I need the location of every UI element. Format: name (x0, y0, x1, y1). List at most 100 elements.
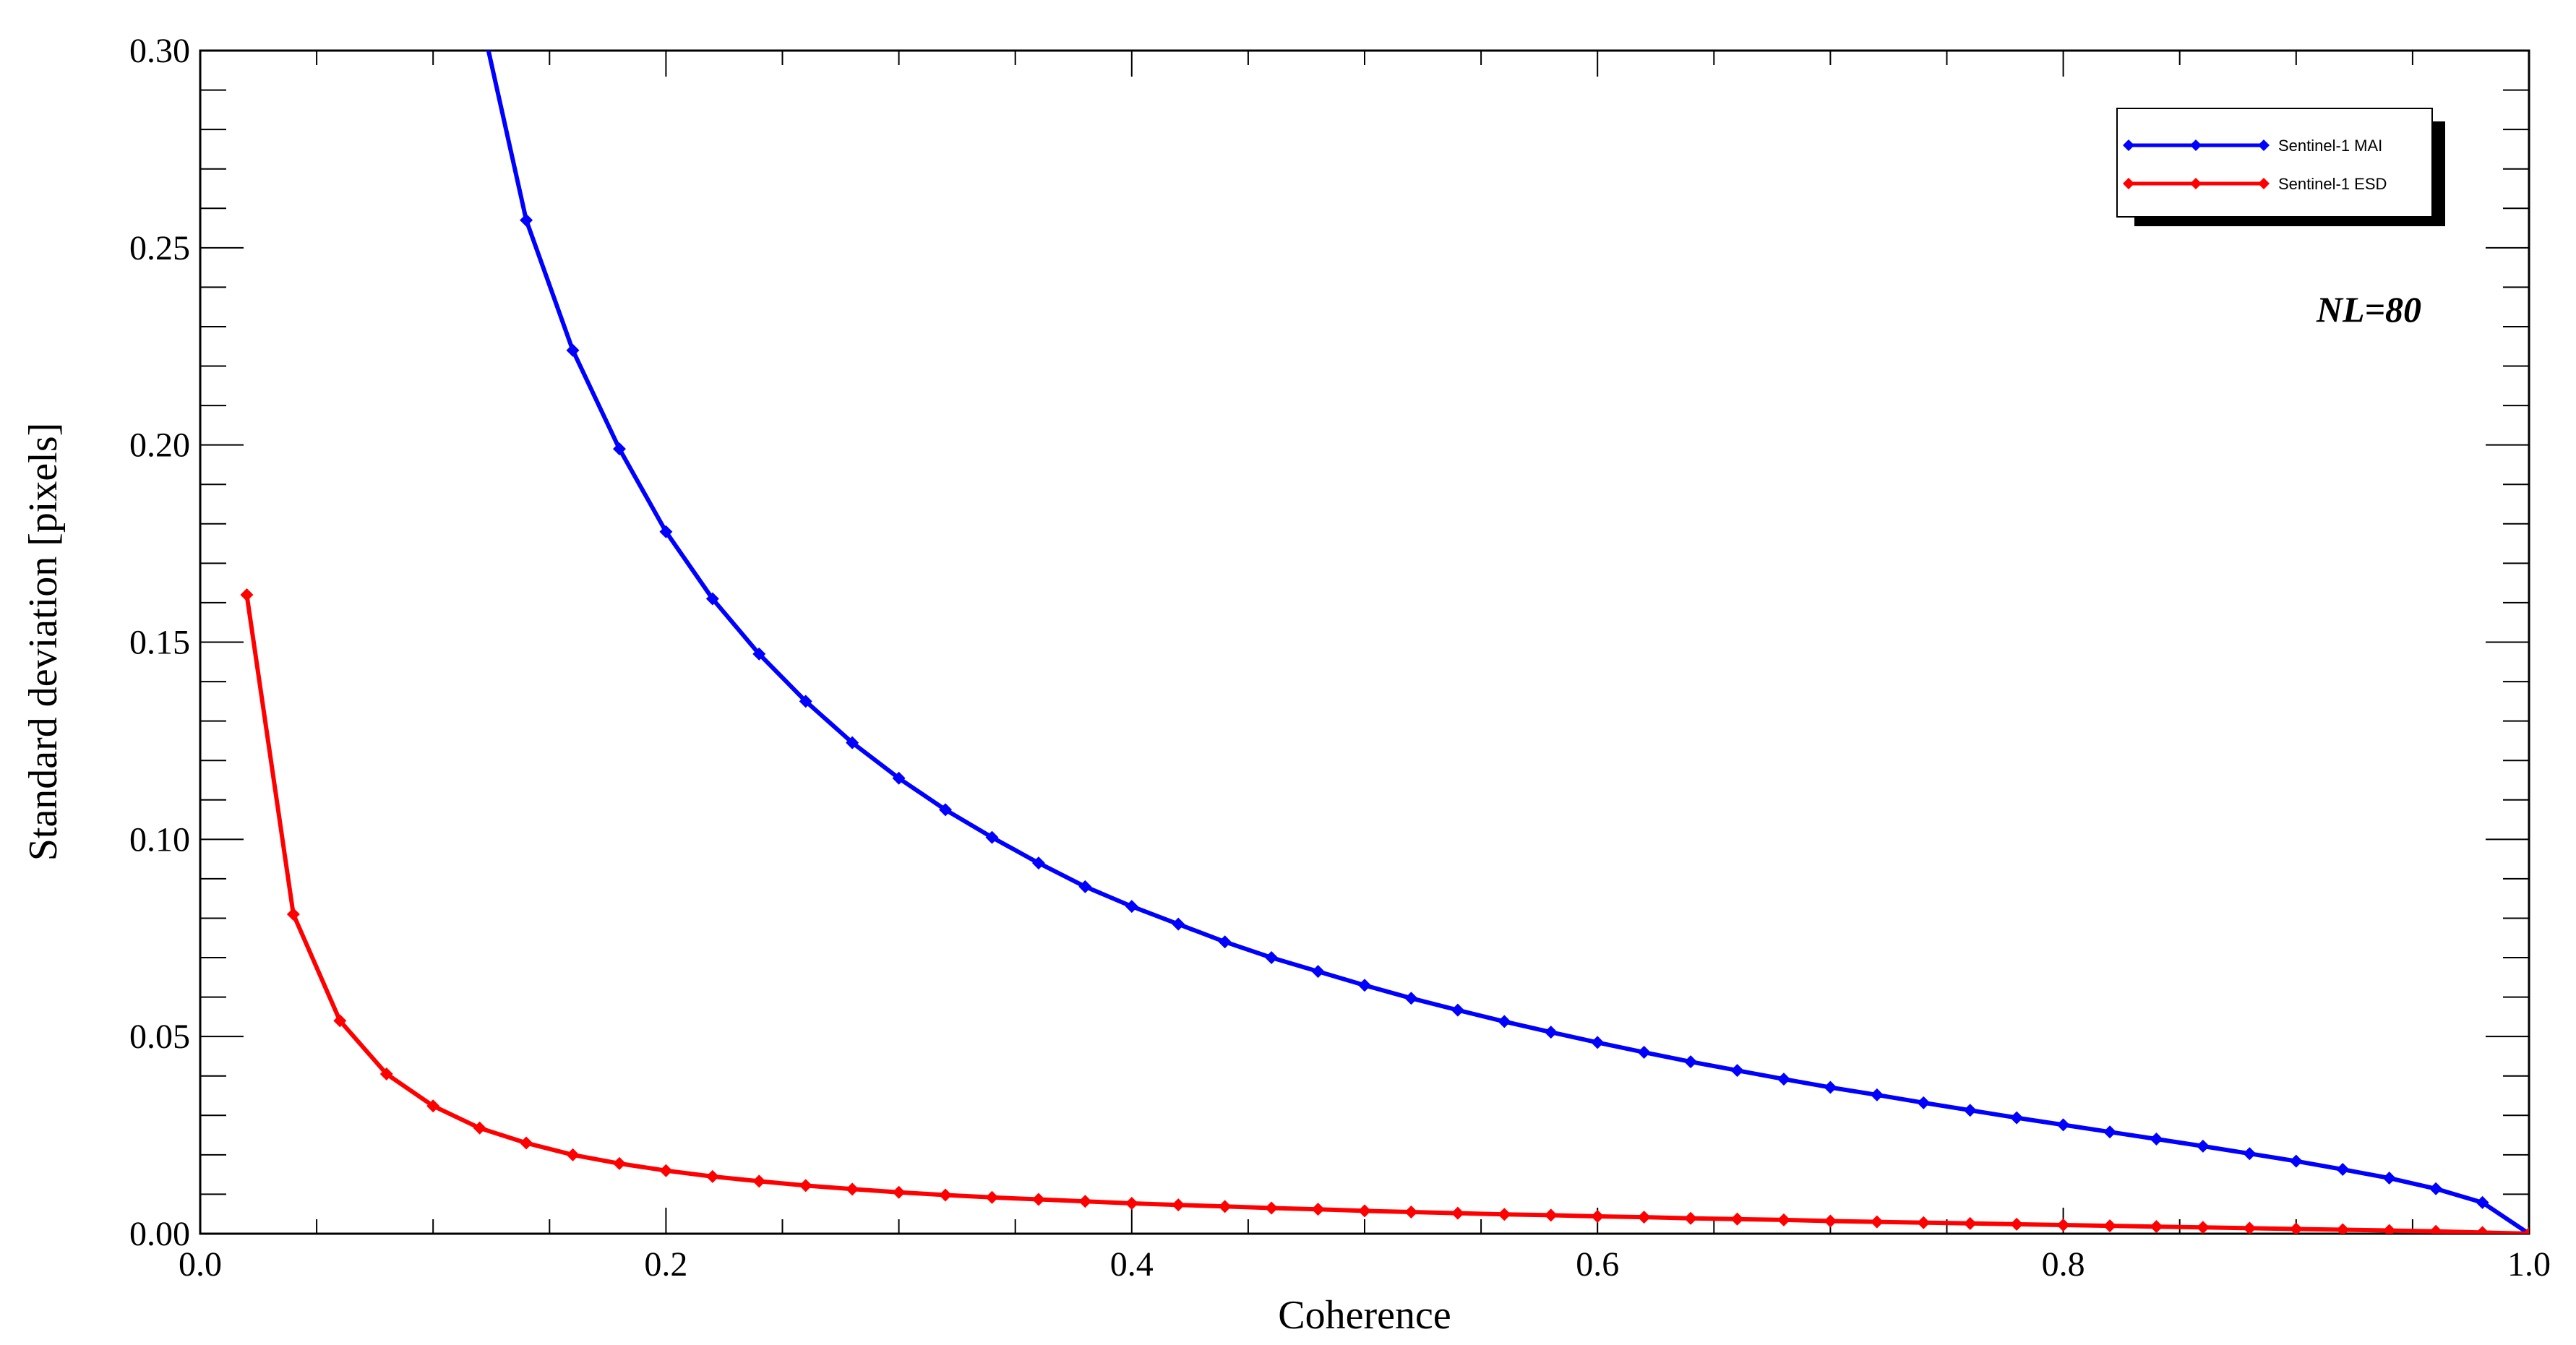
legend-marker (2123, 139, 2134, 151)
data-point (705, 592, 719, 606)
data-point (1078, 1195, 1092, 1208)
data-point (2289, 1154, 2303, 1168)
data-point (333, 1014, 347, 1028)
data-point (799, 1179, 812, 1193)
data-point (1358, 1204, 1371, 1218)
data-point (1637, 1211, 1651, 1224)
data-point (1404, 992, 1418, 1005)
data-point (1078, 880, 1092, 893)
data-point (1544, 1026, 1558, 1039)
data-point (1870, 1088, 1884, 1101)
data-point (939, 1188, 953, 1202)
nl-annotation: NL=80 (2316, 289, 2421, 330)
legend-marker (2190, 178, 2202, 189)
data-point (1684, 1055, 1698, 1069)
data-point (2150, 1220, 2163, 1234)
data-point (939, 803, 953, 817)
x-tick-label: 0.8 (2042, 1245, 2085, 1284)
y-tick-label: 0.00 (129, 1215, 190, 1253)
x-tick-label: 0.4 (1110, 1245, 1154, 1284)
data-point (2196, 1139, 2210, 1153)
y-tick-label: 0.25 (129, 229, 190, 267)
data-point (1498, 1015, 1511, 1028)
data-point (1544, 1208, 1558, 1222)
data-point (1125, 900, 1138, 914)
data-point (2382, 1224, 2396, 1234)
y-tick-label: 0.15 (129, 624, 190, 662)
data-point (2010, 1217, 2024, 1231)
data-point (2429, 1182, 2443, 1195)
series-line (486, 51, 2529, 1234)
data-point (612, 1156, 626, 1170)
data-point (659, 525, 673, 538)
data-point (240, 588, 254, 602)
data-point (566, 343, 580, 357)
data-point (1591, 1036, 1605, 1049)
data-point (799, 695, 812, 708)
legend-marker (2123, 178, 2134, 189)
x-tick-label: 0.0 (179, 1245, 222, 1284)
series-layer (240, 4, 2529, 1234)
legend-marker (2258, 178, 2270, 189)
x-tick-label: 0.6 (1576, 1245, 1619, 1284)
data-point (985, 1190, 999, 1204)
data-point (473, 1121, 486, 1135)
data-point (2103, 1125, 2117, 1139)
data-point (520, 1136, 533, 1150)
data-point (1311, 965, 1325, 979)
data-point (1591, 1209, 1605, 1223)
data-point (892, 1185, 906, 1199)
data-point (846, 736, 859, 749)
data-point (1824, 1080, 1837, 1094)
data-point (752, 1174, 766, 1188)
legend-marker (2258, 139, 2270, 151)
series-sentinel-1-esd (240, 588, 2529, 1234)
tick-labels: 0.0 0.2 0.4 0.6 0.8 1.0 0.00 0.05 0.10 0.15 0.20 0.… (129, 32, 2551, 1284)
data-point (612, 442, 626, 456)
legend-item: Sentinel-1 ESD (2123, 175, 2387, 193)
data-point (2010, 1111, 2024, 1125)
data-point (286, 908, 300, 921)
y-axis-title: Standard deviation [pixels] (21, 423, 66, 861)
data-point (1963, 1216, 1977, 1230)
data-point (846, 1182, 859, 1196)
data-point (659, 1164, 673, 1177)
data-point (1824, 1214, 1837, 1228)
legend-label: Sentinel-1 MAI (2278, 137, 2382, 155)
data-point (2056, 1118, 2070, 1132)
data-point (1031, 1193, 1045, 1206)
data-point (2382, 1172, 2396, 1185)
axis-ticks (199, 50, 2530, 1234)
x-axis-title: Coherence (1278, 1293, 1451, 1338)
data-point (1265, 1201, 1279, 1215)
data-point (1218, 1200, 1232, 1213)
data-point (2523, 1227, 2529, 1234)
data-point (752, 647, 766, 661)
plot-frame (199, 49, 2530, 1235)
data-point (379, 1067, 393, 1081)
legend-items: Sentinel-1 MAI Sentinel-1 ESD (2123, 137, 2387, 193)
data-point (1637, 1045, 1651, 1059)
data-point (1870, 1215, 1884, 1229)
x-tick-label: 1.0 (2507, 1245, 2551, 1284)
data-point (566, 1148, 580, 1161)
legend-item: Sentinel-1 MAI (2123, 137, 2382, 155)
data-point (2103, 1219, 2117, 1233)
data-point (1451, 1206, 1464, 1220)
data-point (1451, 1003, 1464, 1017)
data-point (1031, 856, 1045, 870)
data-point (1265, 951, 1279, 965)
data-point (1777, 1073, 1790, 1086)
data-point (473, 4, 486, 17)
legend-box (2116, 108, 2433, 218)
data-point (2056, 1218, 2070, 1232)
data-point (2476, 1195, 2489, 1209)
data-point (1777, 1213, 1790, 1226)
data-point (2243, 1147, 2257, 1161)
data-point (705, 1169, 719, 1183)
data-point (1730, 1064, 1744, 1078)
data-point (985, 830, 999, 844)
data-point (1404, 1205, 1418, 1219)
data-point (2289, 1222, 2303, 1234)
data-point (2336, 1163, 2350, 1177)
